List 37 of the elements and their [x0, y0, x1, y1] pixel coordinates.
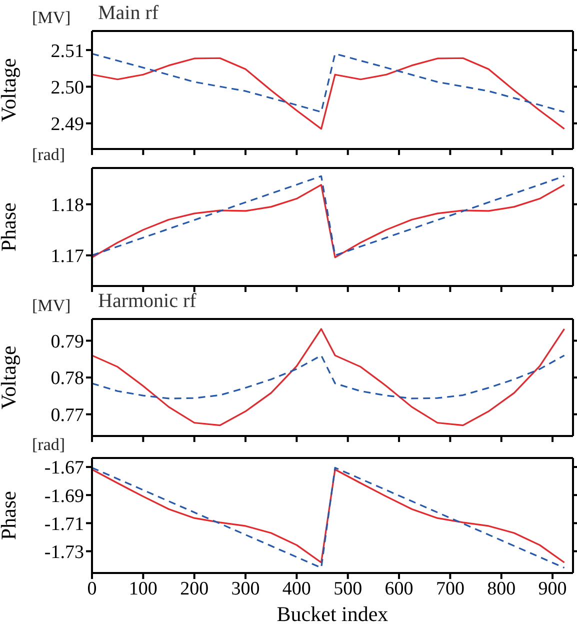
text: [MV] — [32, 8, 71, 28]
x-tick-label: 200 — [180, 578, 209, 600]
text: [rad] — [32, 145, 66, 165]
chart-title: Harmonic rf — [98, 290, 196, 313]
y-axis-title: Voltage — [0, 58, 20, 122]
y-tick-label: -1.67 — [44, 458, 84, 479]
x-tick-label: 300 — [231, 578, 260, 600]
y-axis-title: Phase — [0, 202, 20, 252]
y-tick-label: -1.73 — [44, 542, 84, 563]
y-tick-label: 2.50 — [50, 77, 84, 98]
y-tick-label: -1.71 — [44, 514, 84, 535]
y-tick-label: -1.69 — [44, 486, 84, 507]
chart-title: Main rf — [98, 2, 159, 25]
line-series — [92, 354, 566, 400]
line-series — [92, 52, 566, 113]
text: [rad] — [32, 435, 66, 455]
y-tick-label: 0.78 — [50, 368, 84, 390]
y-axis-title: Voltage — [0, 346, 20, 410]
x-tick-label: 400 — [282, 578, 311, 600]
x-tick-label: 900 — [538, 578, 567, 600]
y-tick-label: 0.77 — [50, 405, 84, 426]
x-axis-title: Bucket index — [276, 602, 389, 626]
text: [MV] — [32, 296, 71, 316]
y-axis-title: Phase — [0, 491, 20, 540]
line-series — [92, 57, 566, 130]
y-tick-label: 2.49 — [50, 114, 84, 136]
x-tick-label: 100 — [128, 578, 158, 600]
y-tick-label: 1.18 — [50, 195, 84, 216]
x-tick-label: 0 — [87, 578, 97, 600]
x-tick-label: 600 — [384, 578, 414, 600]
x-tick-label: 500 — [334, 578, 362, 600]
y-tick-label: 2.51 — [50, 40, 84, 62]
y-tick-label: 1.17 — [50, 246, 84, 268]
line-series — [92, 328, 566, 426]
y-tick-label: 0.79 — [50, 331, 84, 352]
x-tick-label: 800 — [487, 578, 516, 600]
x-tick-label: 700 — [436, 578, 464, 600]
